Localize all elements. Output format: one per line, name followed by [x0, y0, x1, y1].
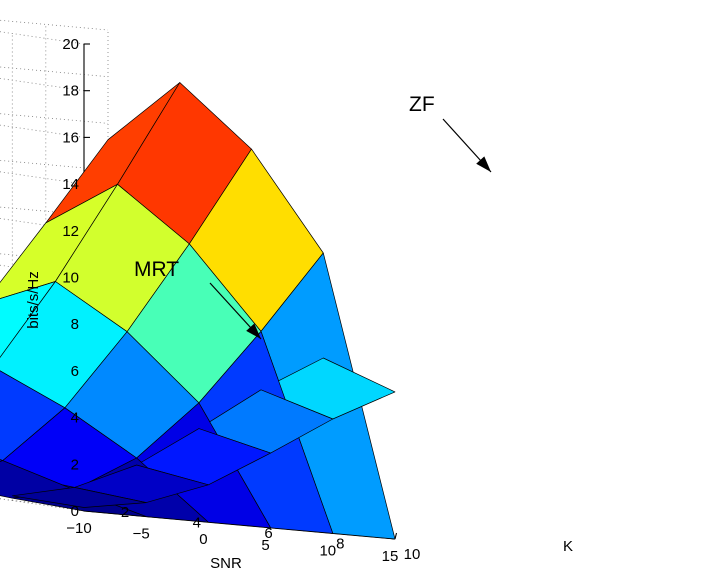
- x-tick-label: −5: [133, 526, 150, 543]
- wall-back-grid: [0, 113, 109, 124]
- z-tick-label: 6: [71, 363, 79, 380]
- z-tick-label: 12: [62, 223, 79, 240]
- x-tick-label: 0: [199, 531, 207, 548]
- x-axis-label: SNR: [210, 555, 242, 572]
- wall-left-grid: [0, 31, 85, 45]
- x-tick-label: 15: [382, 548, 399, 565]
- z-tick-label: 18: [62, 83, 79, 100]
- wall-left-grid: [0, 124, 85, 138]
- wall-left-grid: [0, 78, 85, 92]
- annotation-zf-arrow-head: [476, 156, 491, 172]
- surface-layer: [0, 82, 396, 540]
- y-tick-label: 6: [264, 525, 272, 542]
- z-tick-label: 10: [62, 270, 79, 287]
- floor-grid: [0, 498, 85, 512]
- y-tick-label: 2: [121, 504, 129, 521]
- z-tick-label: 4: [71, 410, 79, 427]
- x-tick-label: 10: [319, 542, 336, 559]
- surface-patch-mrt: [11, 487, 147, 508]
- z-tick-label: 20: [62, 36, 79, 53]
- y-tick-label: 4: [193, 515, 201, 532]
- x-tick-mark: [394, 532, 398, 540]
- y-tick-label: 8: [336, 536, 344, 553]
- annotation-layer: ZF MRT: [134, 93, 492, 340]
- x-tick-label: −10: [66, 520, 91, 537]
- annotation-mrt: MRT: [134, 258, 179, 281]
- wall-back-grid: [0, 19, 109, 31]
- annotation-zf: ZF: [409, 93, 435, 116]
- z-axis-label: bits/s/Hz: [25, 271, 42, 329]
- wall-back-grid: [0, 66, 109, 78]
- wall-back-grid: [0, 159, 109, 171]
- wall-left-grid: [0, 218, 85, 232]
- y-axis-label: K: [563, 538, 573, 555]
- y-tick-label: 10: [404, 546, 421, 563]
- annotation-mrt-arrow-head: [246, 323, 261, 339]
- z-tick-label: 8: [71, 316, 79, 333]
- z-tick-label: 0: [71, 503, 79, 520]
- z-tick-label: 2: [71, 456, 79, 473]
- x-tick-label: 5: [261, 537, 269, 554]
- z-tick-label: 16: [62, 129, 79, 146]
- z-tick-label: 14: [62, 176, 79, 193]
- wall-left-grid: [0, 171, 85, 185]
